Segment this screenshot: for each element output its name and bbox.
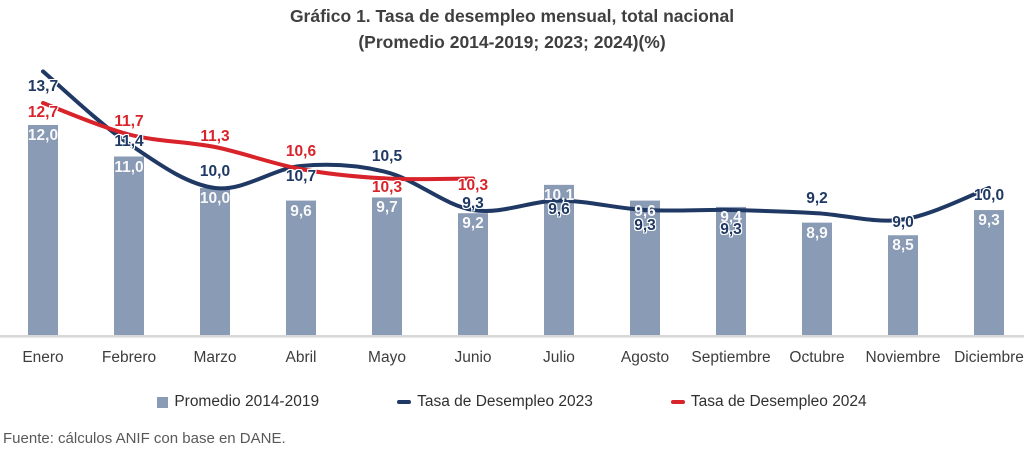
bar-junio: [458, 213, 488, 336]
bar-diciembre: [974, 210, 1004, 336]
chart-title-line1: Gráfico 1. Tasa de desempleo mensual, to…: [289, 6, 735, 26]
bar-mayo: [372, 197, 402, 336]
bar-agosto: [630, 200, 660, 336]
legend-label-2023: Tasa de Desempleo 2023: [417, 393, 593, 410]
bar-enero: [28, 125, 58, 336]
x-axis-line: [0, 335, 1024, 338]
line-2023-swatch-icon: [397, 400, 412, 404]
source-note: Fuente: cálculos ANIF con base en DANE.: [3, 430, 286, 447]
bar-marzo: [200, 188, 230, 336]
bar-septiembre: [716, 206, 746, 336]
line-series-2024: [41, 100, 475, 182]
bar-series-swatch-icon: [157, 396, 169, 408]
line-2024-swatch-icon: [670, 400, 685, 404]
legend-label-promedio: Promedio 2014-2019: [174, 393, 320, 410]
legend-item-2024: Tasa de Desempleo 2024: [670, 393, 867, 411]
chart-title: Gráfico 1. Tasa de desempleo mensual, to…: [0, 3, 1024, 55]
legend-label-2024: Tasa de Desempleo 2024: [690, 393, 867, 410]
legend-item-2023: Tasa de Desempleo 2023: [397, 393, 593, 411]
bar-julio: [544, 184, 574, 336]
legend-item-promedio: Promedio 2014-2019: [157, 393, 319, 411]
bar-noviembre: [888, 235, 918, 336]
chart-title-line2: (Promedio 2014-2019; 2023; 2024)(%): [358, 32, 666, 52]
line-series-2023: [41, 69, 991, 223]
bar-abril: [286, 200, 316, 336]
bar-febrero: [114, 156, 144, 336]
bar-octubre: [802, 222, 832, 336]
chart-legend: Promedio 2014-2019 Tasa de Desempleo 202…: [0, 393, 1024, 411]
